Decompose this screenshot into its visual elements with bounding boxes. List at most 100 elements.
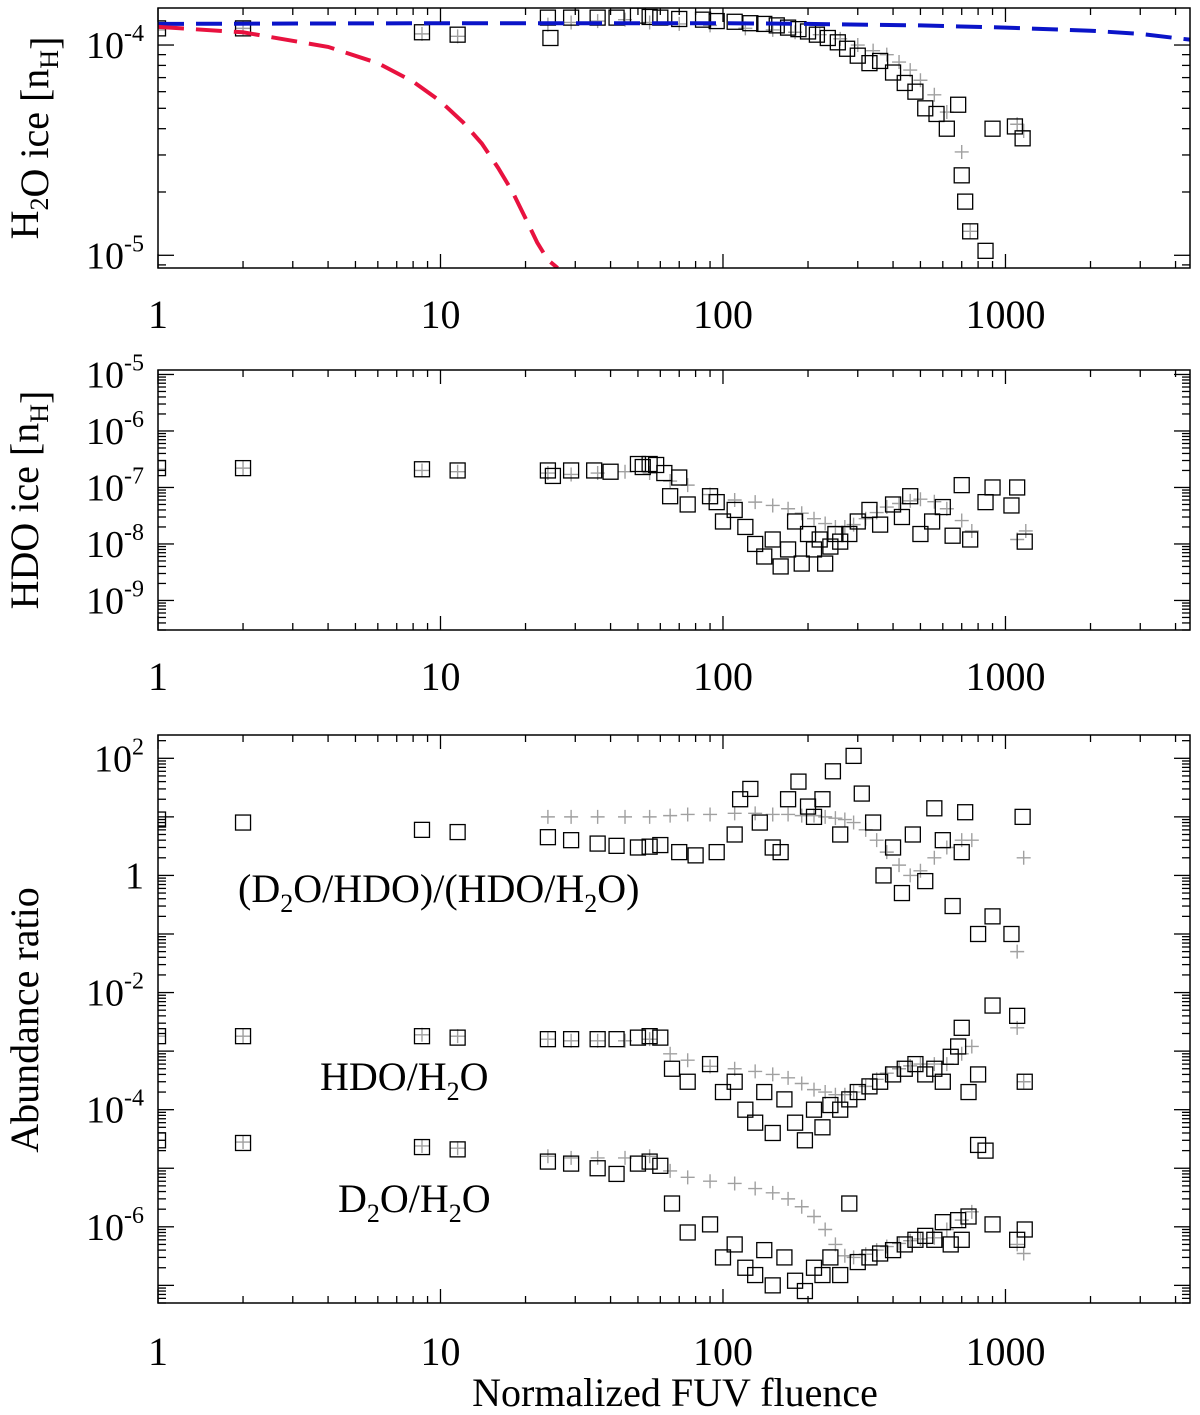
series-2-plus-point <box>1010 1237 1025 1252</box>
series-0-square-point <box>731 791 749 808</box>
series-1-square-point <box>814 1119 831 1136</box>
series-2-square-point <box>1016 1221 1033 1238</box>
panel-h2o-square-point <box>928 105 945 123</box>
series-0-plus-point <box>781 807 796 822</box>
panel-h2o-square-point <box>1014 130 1031 147</box>
series-2-square-point <box>652 1157 669 1174</box>
y-axis-label: HDO ice [nH] <box>2 391 57 610</box>
series-1-square-point <box>953 1019 970 1036</box>
series-1-plus-point <box>781 1070 796 1085</box>
series-2-square-point <box>969 1136 987 1154</box>
series-1-square-point <box>934 1073 951 1090</box>
series-1-square-point <box>849 1083 866 1101</box>
series-1-plus-point <box>450 1029 465 1044</box>
panel-hdo-plus-point <box>765 498 780 513</box>
y-axis-label: Abundance ratio <box>2 887 47 1152</box>
series-0-square-point <box>957 804 974 821</box>
series-2-square-point <box>814 1266 831 1284</box>
series-0-square-point <box>845 747 862 765</box>
y-tick-label: 10-6 <box>86 407 144 453</box>
series-2-square-point <box>756 1241 773 1259</box>
x-axis-label: Normalized FUV fluence <box>472 1370 878 1415</box>
series-0-square-point <box>864 814 882 831</box>
series-0-square-point <box>708 843 725 861</box>
series-2-square-point <box>589 1160 606 1177</box>
series-0-plus-point <box>618 809 633 824</box>
series-1-plus-point <box>663 1046 678 1061</box>
series-2-plus-point <box>927 1230 942 1245</box>
panel-h2o-square-point <box>449 26 466 43</box>
series-1-plus-point <box>837 1087 852 1102</box>
series-0-plus-point <box>642 809 657 824</box>
panel-h2o-square-point <box>708 12 725 30</box>
annotation-d2o-hdo-ratio: (D2O/HDO)/(HDO/H2O) <box>238 866 640 918</box>
panel-hdo-plus-point <box>1018 523 1033 538</box>
series-1-plus-point <box>807 1082 822 1097</box>
plot-frame <box>157 734 1191 1304</box>
series-0-square-point <box>875 867 892 884</box>
series-0-square-point <box>562 832 580 849</box>
series-1-square-point <box>861 1078 878 1095</box>
y-tick-label: 1 <box>125 855 144 897</box>
panel-hdo-plus-point <box>450 464 465 479</box>
series-1-square-point <box>756 1083 773 1101</box>
panel-h2o-square-point <box>819 29 836 47</box>
panel-h2o-plus-point <box>414 26 429 41</box>
series-2-square-point <box>449 1141 466 1158</box>
series-0-square-point <box>413 821 431 839</box>
panel-hdo-square-point <box>893 508 911 526</box>
panel-hdo-square-point <box>861 501 878 519</box>
plot-area <box>158 747 1033 1300</box>
series-0-square-point <box>832 826 849 843</box>
panel-h2o-plus-point <box>879 47 894 62</box>
panel-hdo-square-point <box>413 461 431 478</box>
panel-hdo-square-point <box>714 513 732 530</box>
panel-hdo-plus-point <box>158 462 165 477</box>
series-0-plus-point <box>846 815 861 830</box>
series-1-plus-point <box>765 1067 780 1082</box>
series-0-square-point <box>969 925 987 943</box>
series-1-square-point <box>1016 1073 1033 1090</box>
panel-hdo-square-point <box>586 462 603 479</box>
series-2-plus-point <box>564 1150 579 1165</box>
panel-hdo-square-point <box>871 516 889 533</box>
series-2-plus-point <box>703 1174 718 1189</box>
series-1-square-point <box>737 1101 754 1118</box>
panel-h2o-square-point <box>808 26 826 43</box>
series-2-square-point <box>234 1134 252 1152</box>
series-2-square-point <box>679 1224 696 1241</box>
series-2-plus-point <box>903 1233 918 1248</box>
series-1-square-point <box>714 1083 732 1101</box>
series-1-plus-point <box>540 1032 555 1047</box>
series-0-square-point <box>904 826 921 843</box>
panel-hdo-square-point <box>912 525 929 543</box>
panel-h2o-plus-point <box>892 55 907 70</box>
series-1-plus-point <box>818 1085 833 1100</box>
panel-hdo-square-point <box>953 476 970 494</box>
series-2-square-point <box>726 1236 743 1253</box>
panel-h2o-square-point <box>871 52 889 70</box>
series-2-square-point <box>796 1282 814 1300</box>
panel-hdo-square-point <box>884 496 902 513</box>
panel-h2o-square-point <box>790 20 807 38</box>
series-1-square-point <box>896 1060 913 1077</box>
series-0-square-point <box>772 843 789 861</box>
panel-h2o-square-point <box>938 120 955 137</box>
series-1-plus-point <box>590 1033 605 1048</box>
series-1-square-point <box>884 1066 902 1083</box>
series-2-square-point <box>562 1155 580 1172</box>
series-0-plus-point <box>818 809 833 824</box>
panel-hdo-square-point <box>726 501 743 519</box>
panel-hdo-square-point <box>977 493 994 511</box>
series-2-square-point <box>907 1231 924 1248</box>
plot-frame <box>157 369 1191 631</box>
panel-h2o-square-point <box>884 64 902 81</box>
series-1-plus-point <box>964 1039 979 1054</box>
y-tick-label: 102 <box>94 734 144 780</box>
series-2-square-point <box>832 1266 849 1284</box>
series-1-square-point <box>984 997 1001 1014</box>
y-tick-label: 10-9 <box>86 576 144 622</box>
series-0-plus-point <box>765 807 780 822</box>
series-1-square-point <box>796 1132 814 1149</box>
x-tick-label: 100 <box>693 654 753 699</box>
